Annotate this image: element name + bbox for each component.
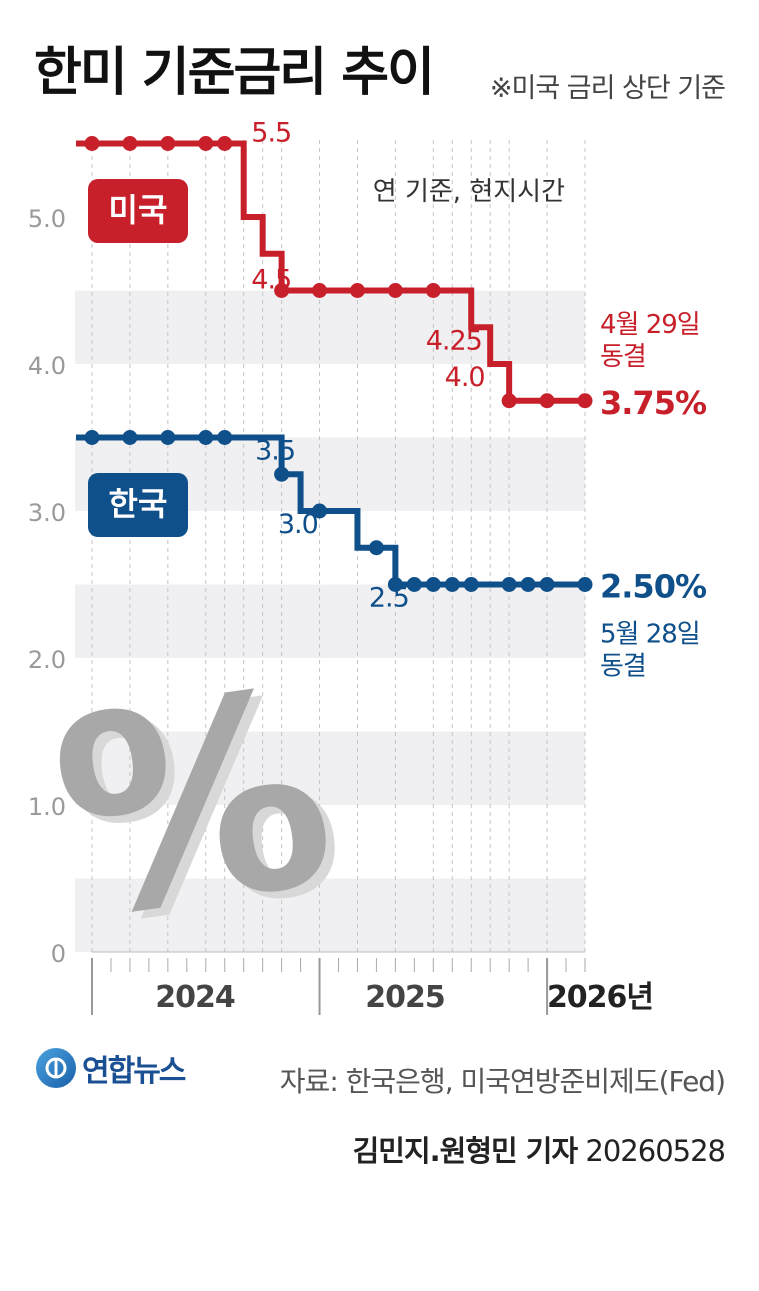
step-label: 4.25 [426, 325, 482, 356]
data-point [274, 283, 290, 298]
data-point [122, 430, 138, 445]
step-label: 3.5 [255, 436, 295, 467]
x-axis: 2024 2025 2026년 [91, 951, 654, 1015]
data-point [84, 136, 100, 151]
logo-text: 연합뉴스 [82, 1054, 186, 1089]
background-band [75, 731, 585, 805]
data-point [160, 136, 176, 151]
data-point [274, 466, 290, 482]
page-title: 한미 기준금리 추이 [34, 43, 435, 103]
data-point [463, 577, 479, 592]
background-band [75, 878, 585, 952]
data-point [217, 136, 233, 151]
background-bands [75, 290, 585, 952]
final-note: 4월 29일 [600, 310, 700, 340]
data-point [198, 136, 214, 151]
step-label: 4.0 [445, 362, 485, 393]
data-point [312, 283, 328, 298]
step-label: 4.5 [251, 265, 291, 296]
data-point [539, 393, 555, 409]
y-tick-label: 0 [51, 940, 66, 968]
series-badge [88, 473, 188, 537]
x-tick-label: 2026년 [547, 980, 653, 1015]
logo-icon [36, 1048, 76, 1088]
data-point [387, 283, 403, 298]
data-point [577, 393, 593, 409]
reporters: 김민지.원형민 기자 [352, 1134, 579, 1168]
series-name: 미국 [109, 191, 168, 229]
svg-text:%: % [47, 637, 359, 987]
source-text: 자료: 한국은행, 미국연방준비제도(Fed) [279, 1065, 726, 1098]
final-note: 동결 [600, 652, 646, 682]
publish-date: 20260528 [585, 1134, 726, 1168]
final-value: 2.50% [600, 568, 707, 606]
rate-chart: 0 1.0 2.0 3.0 4.0 5.0 % % 연 기준, 현지시간 5.5 4.5 4.… [28, 118, 708, 1015]
final-value: 3.75% [600, 384, 707, 422]
x-tick-label: 2024 [155, 980, 235, 1015]
data-point [501, 393, 517, 409]
background-band [75, 290, 585, 364]
y-axis-ticks: 0 1.0 2.0 3.0 4.0 5.0 [28, 205, 66, 968]
data-point [198, 430, 214, 445]
data-point [425, 283, 441, 298]
data-point [368, 540, 384, 556]
final-note: 동결 [600, 342, 646, 372]
step-label: 3.0 [278, 509, 318, 540]
step-label: 2.5 [369, 583, 409, 614]
data-point [406, 577, 422, 592]
final-note: 5월 28일 [600, 620, 700, 650]
data-point [122, 136, 138, 151]
yonhap-logo: 연합뉴스 [36, 1046, 186, 1090]
background-band [75, 584, 585, 658]
x-tick-label: 2025 [365, 980, 445, 1015]
time-note: 연 기준, 현지시간 [373, 177, 565, 207]
data-point [160, 430, 176, 445]
y-tick-label: 2.0 [28, 646, 66, 674]
data-point [444, 577, 460, 592]
credit-line: 김민지.원형민 기자 20260528 [352, 1128, 726, 1170]
series-badge [88, 179, 188, 243]
percent-icon: % % [38, 630, 359, 986]
data-point [520, 577, 536, 592]
y-tick-label: 4.0 [28, 352, 66, 380]
y-tick-label: 5.0 [28, 205, 66, 233]
y-tick-label: 3.0 [28, 499, 66, 527]
data-point [501, 577, 517, 592]
data-point [84, 430, 100, 445]
chart-note: ※미국 금리 상단 기준 [489, 73, 726, 104]
data-point [539, 577, 555, 592]
y-tick-label: 1.0 [28, 793, 66, 821]
series-name: 한국 [109, 485, 168, 523]
data-point [217, 430, 233, 445]
step-label: 5.5 [251, 118, 291, 149]
data-point [312, 503, 328, 519]
data-point [577, 577, 593, 592]
data-point [387, 577, 403, 592]
data-point [349, 283, 365, 298]
data-point [425, 577, 441, 592]
svg-text:%: % [38, 630, 350, 980]
